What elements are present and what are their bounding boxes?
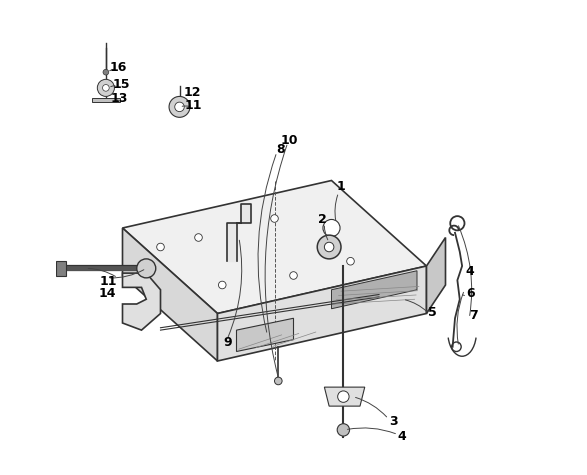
- Polygon shape: [123, 180, 427, 314]
- Polygon shape: [218, 266, 427, 361]
- Text: 16: 16: [110, 61, 127, 74]
- Text: 13: 13: [110, 92, 128, 105]
- Circle shape: [325, 242, 334, 252]
- Circle shape: [97, 79, 114, 96]
- Circle shape: [323, 219, 340, 237]
- Polygon shape: [56, 261, 66, 275]
- Text: 1: 1: [336, 180, 345, 193]
- Circle shape: [347, 257, 355, 265]
- Circle shape: [137, 259, 156, 278]
- Circle shape: [290, 272, 297, 279]
- Text: 4: 4: [397, 429, 406, 443]
- Circle shape: [275, 377, 282, 385]
- Text: 12: 12: [184, 86, 201, 99]
- Polygon shape: [325, 387, 365, 406]
- Circle shape: [337, 424, 349, 436]
- Text: 15: 15: [113, 78, 130, 91]
- Text: 8: 8: [276, 143, 285, 156]
- Polygon shape: [227, 204, 251, 261]
- Circle shape: [271, 215, 278, 222]
- Circle shape: [338, 391, 349, 402]
- Polygon shape: [332, 271, 417, 309]
- Polygon shape: [92, 98, 120, 102]
- Circle shape: [317, 235, 341, 259]
- Circle shape: [195, 234, 203, 241]
- Polygon shape: [123, 273, 160, 330]
- Circle shape: [157, 243, 164, 251]
- Text: 10: 10: [281, 133, 298, 147]
- Circle shape: [175, 102, 184, 112]
- Text: 14: 14: [99, 287, 116, 300]
- Text: 3: 3: [389, 415, 397, 428]
- Circle shape: [218, 281, 226, 289]
- Text: 9: 9: [224, 336, 232, 350]
- Text: 11: 11: [100, 275, 117, 288]
- Polygon shape: [237, 318, 294, 352]
- Text: 11: 11: [185, 99, 203, 112]
- Polygon shape: [427, 238, 446, 314]
- Text: 5: 5: [429, 306, 437, 319]
- Circle shape: [103, 69, 109, 75]
- Polygon shape: [123, 228, 218, 361]
- Text: 4: 4: [466, 265, 474, 278]
- Circle shape: [169, 96, 190, 117]
- Text: 6: 6: [466, 287, 474, 300]
- Text: 7: 7: [468, 309, 477, 323]
- Text: 2: 2: [318, 213, 326, 226]
- Circle shape: [103, 85, 109, 91]
